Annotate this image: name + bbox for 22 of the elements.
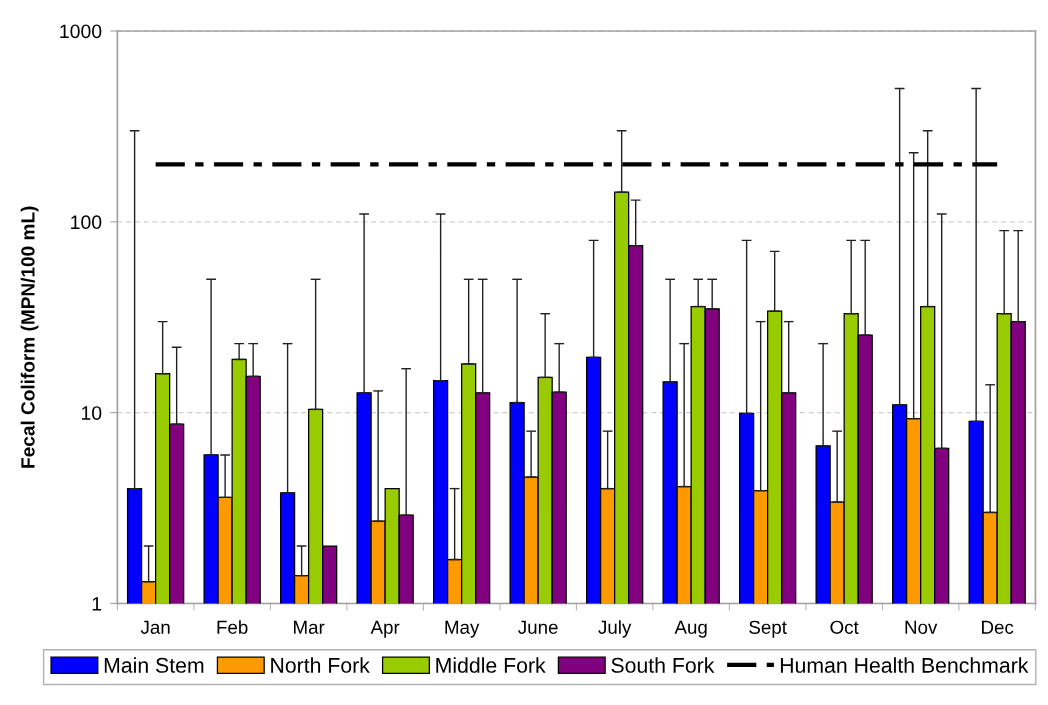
x-tick-label: Dec	[982, 620, 1014, 634]
x-tick-label: Aug	[674, 620, 707, 638]
legend-label: North Fork	[271, 657, 370, 673]
x-tick-label: Mar	[294, 620, 325, 634]
x-tick-label: July	[598, 620, 632, 638]
legend-label: South Fork	[611, 657, 715, 673]
x-tick-label: Jan	[140, 620, 170, 634]
x-tick-label: Feb	[217, 620, 248, 634]
x-tick-label: Oct	[830, 620, 859, 634]
legend-label: Human Health Benchmark	[780, 657, 1029, 673]
legend-label: Middle Fork	[436, 657, 546, 673]
x-tick-label: June	[518, 620, 558, 634]
y-tick-label: 1000	[60, 24, 102, 39]
y-tick-label: 100	[71, 215, 102, 230]
x-tick-label: Sept	[749, 620, 787, 638]
y-tick-label: 10	[81, 406, 102, 420]
y-axis-title: Fecal Coliform (MPN/100 mL)	[20, 206, 39, 468]
legend-label: Main Stem	[104, 657, 204, 673]
x-tick-label: Apr	[370, 620, 400, 638]
y-tick-label: 1	[92, 597, 102, 611]
x-tick-label: Nov	[905, 620, 938, 634]
x-tick-label: May	[445, 620, 480, 638]
